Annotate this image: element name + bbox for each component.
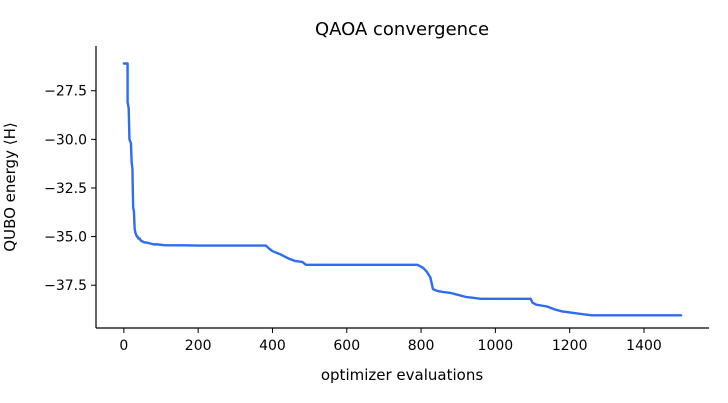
x-tick-label: 600 [333, 338, 360, 354]
x-tick-label: 200 [185, 338, 212, 354]
x-ticks: 0 200 400 600 800 1000 1200 1400 [119, 328, 662, 354]
axes [95, 46, 709, 329]
chart-title: QAOA convergence [315, 19, 489, 40]
series-layer [122, 62, 683, 317]
y-axis-label: QUBO energy ⟨H⟩ [1, 122, 19, 251]
y-tick-label: −35.0 [44, 230, 87, 246]
x-tick-label: 400 [259, 338, 286, 354]
y-tick-label: −27.5 [44, 84, 87, 100]
x-axis-label: optimizer evaluations [321, 366, 483, 384]
y-tick-label: −32.5 [44, 181, 87, 197]
y-ticks: −27.5 −30.0 −32.5 −35.0 −37.5 [44, 84, 96, 294]
y-tick-label: −30.0 [44, 132, 87, 148]
x-tick-label: 1400 [626, 338, 662, 354]
y-tick-label: −37.5 [44, 278, 87, 294]
x-tick-label: 0 [119, 338, 128, 354]
series-line [122, 62, 683, 317]
x-tick-label: 1000 [478, 338, 514, 354]
x-tick-label: 800 [408, 338, 435, 354]
x-tick-label: 1200 [552, 338, 588, 354]
